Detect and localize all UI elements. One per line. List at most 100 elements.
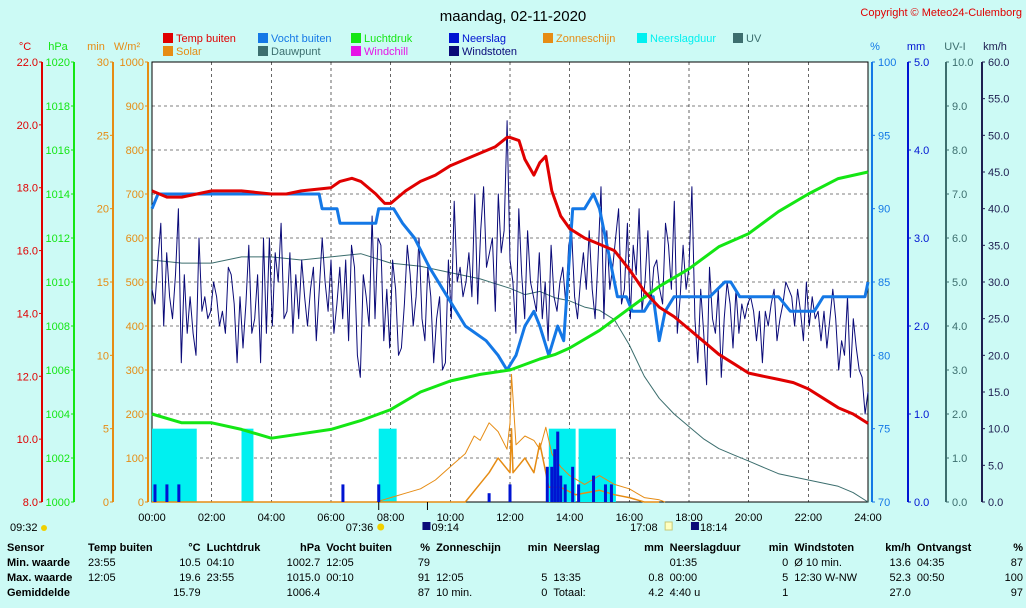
humidity-tick-label: 95 (878, 130, 890, 142)
rain-bar (577, 484, 581, 502)
stats-cell (625, 555, 667, 570)
solar-tick-label: 500 (126, 277, 144, 289)
temp-tick-label: 14.0 (17, 308, 38, 320)
uv-tick-label: 8.0 (952, 145, 967, 157)
solar-unit-label: W/m² (114, 41, 141, 53)
legend-swatch (163, 46, 173, 56)
legend-label: UV (746, 33, 762, 45)
sunmin-tick-label: 30 (97, 57, 109, 69)
stats-header-cell: Luchtdruk (206, 541, 261, 554)
stats-cell: 97 (1010, 586, 1023, 599)
transit-icon (422, 522, 431, 530)
sunmin-tick-label: 0 (103, 497, 109, 509)
sun-icon (377, 523, 385, 531)
rain-tick-label: 4.0 (914, 145, 929, 157)
stats-header-cell: Neerslag (553, 541, 600, 554)
rain-bar (553, 449, 557, 502)
stats-header-cell: min (768, 541, 789, 554)
stats-cell (433, 555, 509, 570)
rain-bar (592, 475, 596, 502)
rain-tick-label: 3.0 (914, 233, 929, 245)
humidity-tick-label: 80 (878, 350, 890, 362)
legend-swatch (543, 33, 553, 43)
solar-tick-label: 300 (126, 365, 144, 377)
moon-icon (41, 525, 47, 531)
stats-cell: 00:50 (916, 571, 945, 584)
x-tick-label: 08:00 (377, 512, 405, 524)
stats-cell: Max. waarde (7, 571, 73, 584)
legend-swatch (637, 33, 647, 43)
sunmin-tick-label: 15 (97, 277, 109, 289)
temp-tick-label: 22.0 (17, 57, 38, 69)
humidity-unit-label: % (870, 41, 880, 53)
solar-tick-label: 700 (126, 189, 144, 201)
stats-cell: 10 min. (436, 586, 473, 599)
solar-tick-label: 600 (126, 233, 144, 245)
stats-cell: 4:40 u (669, 586, 701, 599)
x-tick-label: 24:00 (854, 512, 882, 524)
x-tick-label: 10:00 (437, 512, 465, 524)
rain-unit-label: mm (907, 41, 925, 53)
rain-bar (487, 493, 491, 502)
stats-header-cell: Zonneschijn (436, 541, 501, 554)
stats-header-cell: Temp buiten (88, 541, 153, 554)
temperature-line (151, 135, 869, 425)
x-tick-label: 02:00 (198, 512, 226, 524)
stats-table: Sensor Temp buiten °C Luchtdruk hPa Vocht bui… (4, 540, 1026, 600)
stats-cell: 0 (782, 556, 789, 569)
wind-unit-label: km/h (983, 41, 1007, 53)
pressure-tick-label: 1012 (46, 233, 70, 245)
rain-bar (550, 466, 554, 502)
stats-cell: 5 (782, 571, 789, 584)
x-tick-label: 18:00 (675, 512, 703, 524)
stats-cell: 4.2 (648, 586, 664, 599)
sunmin-tick-label: 10 (97, 350, 109, 362)
x-tick-label: 14:00 (556, 512, 584, 524)
stats-cell: 27.0 (889, 586, 911, 599)
stats-cell: 0 (541, 586, 548, 599)
pressure-tick-label: 1000 (46, 497, 70, 509)
legend-label: Zonneschijn (556, 33, 615, 45)
solar-tick-label: 900 (126, 101, 144, 113)
transit-time: 09:14 (431, 522, 459, 534)
rain-bar (341, 484, 345, 502)
pressure-tick-label: 1020 (46, 57, 70, 69)
stats-cell: 1006.4 (286, 586, 321, 599)
wind-tick-label: 5.0 (988, 460, 1003, 472)
humidity-tick-label: 85 (878, 277, 890, 289)
legend-swatch (449, 46, 459, 56)
stats-cell (914, 585, 985, 600)
sunshine-line (152, 427, 660, 503)
rain-bar (377, 484, 381, 502)
rain-tick-label: 2.0 (914, 321, 929, 333)
wind-tick-label: 45.0 (988, 167, 1009, 179)
uv-tick-label: 3.0 (952, 365, 967, 377)
stats-cell: 1 (782, 586, 789, 599)
wind-tick-label: 0.0 (988, 497, 1003, 509)
x-tick-label: 16:00 (616, 512, 644, 524)
stats-cell (791, 585, 870, 600)
sun-markers: 09:32 07:36 09:14 17:08 18:14 (10, 502, 727, 534)
sunmin-tick-label: 20 (97, 204, 109, 216)
stats-cell: Gemiddelde (7, 586, 70, 599)
legend-label: Solar (176, 46, 202, 58)
stats-row: Min. waarde 23:55 10.5 04:10 1002.7 12:05 79 01… (4, 555, 1026, 570)
sunrise-time: 07:36 (346, 522, 374, 534)
rain-bar (153, 484, 157, 502)
pressure-tick-label: 1014 (46, 189, 70, 201)
stats-cell: 10.5 (179, 556, 201, 569)
stats-header-cell: Windstoten (794, 541, 855, 554)
chart-legend: Temp buiten Vocht buiten Luchtdruk Neerslag… (163, 33, 762, 58)
wind-tick-label: 55.0 (988, 94, 1009, 106)
rain-tick-label: 1.0 (914, 409, 929, 421)
temp-tick-label: 12.0 (17, 371, 38, 383)
rain-bar (559, 475, 563, 502)
stats-cell: 01:35 (669, 556, 698, 569)
stats-cell: Totaal: (553, 586, 586, 599)
solar-tick-label: 100 (126, 453, 144, 465)
stats-cell (550, 555, 625, 570)
wind-tick-label: 35.0 (988, 240, 1009, 252)
stats-cell: 91 (417, 571, 431, 584)
temp-tick-label: 8.0 (23, 497, 38, 509)
